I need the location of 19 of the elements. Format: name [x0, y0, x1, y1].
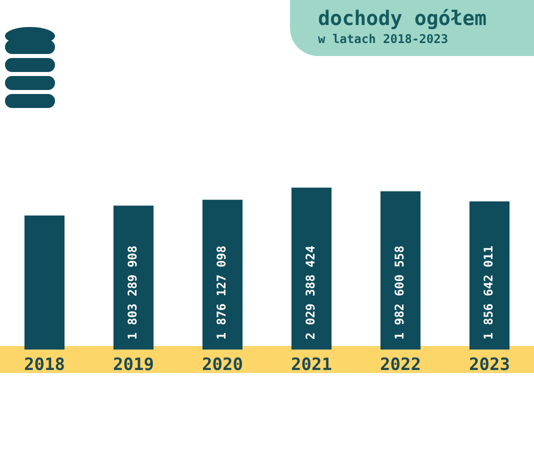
- data-label: 1 803 289 908: [126, 246, 140, 340]
- chart-title: dochody ogółem: [318, 6, 488, 30]
- bar: [113, 206, 154, 350]
- data-label: 1 876 127 098: [214, 246, 229, 340]
- bar: [24, 215, 65, 350]
- x-tick-label: 2019: [113, 355, 154, 376]
- bar: [380, 191, 421, 350]
- x-tick-label: 2020: [202, 355, 243, 376]
- data-label: 1 982 600 558: [392, 246, 407, 340]
- bar: [202, 200, 243, 350]
- x-tick-label: 2022: [380, 355, 421, 376]
- x-tick-label: 2023: [469, 355, 510, 376]
- x-tick-label: 2018: [24, 355, 65, 376]
- bar: [291, 188, 332, 350]
- x-tick-label: 2021: [291, 355, 332, 376]
- data-label: 2 029 388 424: [304, 246, 318, 340]
- data-label: 1 856 642 011: [482, 246, 496, 340]
- chart-subtitle: w latach 2018-2023: [318, 32, 450, 46]
- bar: [469, 201, 510, 350]
